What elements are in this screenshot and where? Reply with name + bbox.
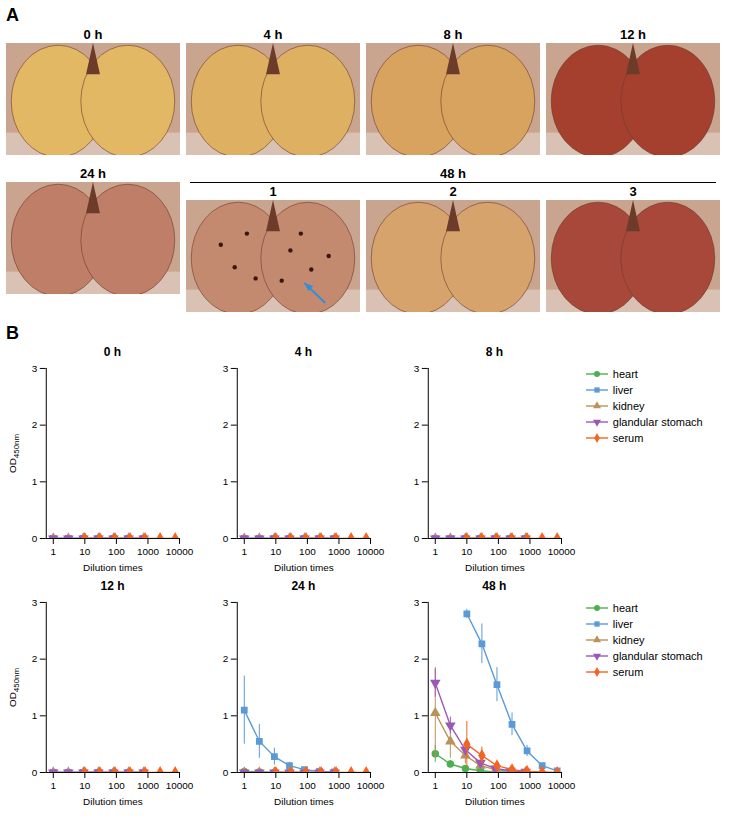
svg-text:3: 3 [223, 363, 229, 374]
svg-text:1: 1 [241, 779, 247, 790]
html-text:glandular stomach: glandular stomach [612, 649, 703, 662]
svg-text:3: 3 [414, 363, 420, 374]
html-text:8 h: 8 h [485, 345, 503, 359]
svg-text:3: 3 [32, 363, 38, 374]
html-text:liver: liver [612, 384, 633, 396]
svg-text:3: 3 [414, 596, 420, 607]
svg-text:2: 2 [32, 419, 38, 430]
svg-text:2: 2 [223, 653, 229, 664]
svg-text:100: 100 [108, 546, 125, 557]
svg-text:2: 2 [414, 653, 420, 664]
svg-text:Dilution times: Dilution times [83, 796, 143, 807]
html-text:kidney: kidney [612, 400, 645, 412]
svg-text:1: 1 [432, 779, 438, 790]
svg-text:1000: 1000 [137, 546, 160, 557]
svg-text:100: 100 [490, 779, 507, 790]
html-text:heart: heart [612, 368, 638, 380]
html-text:heart: heart [612, 601, 638, 614]
svg-text:10: 10 [270, 779, 282, 790]
svg-text:3: 3 [223, 596, 229, 607]
svg-text:1: 1 [241, 546, 247, 557]
svg-text:3: 3 [32, 596, 38, 607]
html-text:serum: serum [612, 432, 644, 444]
svg-text:1: 1 [32, 476, 38, 487]
svg-text:Dilution times: Dilution times [465, 796, 525, 807]
svg-text:1: 1 [414, 710, 420, 721]
svg-text:10000: 10000 [166, 546, 194, 557]
html-text:glandular stomach: glandular stomach [612, 416, 703, 428]
svg-text:10000: 10000 [357, 779, 385, 790]
svg-text:10: 10 [461, 779, 473, 790]
html-text:48 h: 48 h [440, 166, 466, 181]
html-text:3: 3 [629, 184, 637, 199]
svg-text:10: 10 [461, 546, 473, 557]
svg-text:100: 100 [299, 779, 316, 790]
svg-text:OD450nm: OD450nm [7, 434, 21, 474]
svg-text:1000: 1000 [137, 779, 160, 790]
html-text:24 h: 24 h [291, 578, 316, 593]
svg-text:1000: 1000 [328, 779, 351, 790]
svg-text:1: 1 [32, 710, 38, 721]
html-text:4 h: 4 h [294, 345, 313, 359]
html-text:12 h: 12 h [620, 27, 646, 42]
html-text:2: 2 [449, 184, 457, 199]
svg-text:10000: 10000 [548, 546, 576, 557]
svg-text:1: 1 [414, 476, 420, 487]
svg-text:10000: 10000 [357, 546, 385, 557]
svg-text:1: 1 [432, 546, 438, 557]
svg-text:2: 2 [414, 419, 420, 430]
html-text:0 h: 0 h [83, 27, 103, 42]
html-text:4 h: 4 h [263, 27, 283, 42]
html-text:liver: liver [612, 617, 633, 630]
svg-text:1: 1 [223, 710, 229, 721]
svg-text:OD450nm: OD450nm [7, 667, 21, 707]
svg-text:10: 10 [270, 546, 282, 557]
html-text:8 h: 8 h [443, 27, 463, 42]
svg-text:100: 100 [299, 546, 316, 557]
html-text:serum: serum [612, 665, 644, 678]
svg-text:2: 2 [32, 653, 38, 664]
svg-text:2: 2 [223, 419, 229, 430]
html-text:A: A [6, 5, 19, 25]
svg-text:0: 0 [32, 533, 38, 544]
svg-text:Dilution times: Dilution times [83, 562, 143, 573]
svg-text:Dilution times: Dilution times [274, 796, 334, 807]
html-text:24 h: 24 h [80, 166, 106, 181]
svg-text:1000: 1000 [519, 546, 542, 557]
svg-text:1000: 1000 [519, 779, 542, 790]
html-text:B: B [6, 323, 19, 343]
svg-text:0: 0 [32, 766, 38, 777]
svg-text:100: 100 [490, 546, 507, 557]
html-text:12 h: 12 h [100, 578, 125, 593]
svg-text:0: 0 [223, 533, 229, 544]
svg-text:1: 1 [51, 546, 57, 557]
html-text:1: 1 [269, 184, 277, 199]
svg-text:1: 1 [223, 476, 229, 487]
svg-text:10: 10 [79, 546, 91, 557]
svg-text:10000: 10000 [548, 779, 576, 790]
svg-text:0: 0 [223, 766, 229, 777]
html-text:48 h: 48 h [482, 578, 507, 593]
svg-text:100: 100 [108, 779, 125, 790]
html-text:0 h: 0 h [103, 345, 122, 359]
svg-text:10: 10 [79, 779, 91, 790]
svg-text:0: 0 [414, 766, 420, 777]
svg-text:1000: 1000 [328, 546, 351, 557]
svg-text:0: 0 [414, 533, 420, 544]
html-text:kidney: kidney [612, 633, 645, 646]
svg-text:10000: 10000 [166, 779, 194, 790]
svg-text:1: 1 [51, 779, 57, 790]
svg-text:Dilution times: Dilution times [465, 562, 525, 573]
svg-text:Dilution times: Dilution times [274, 562, 334, 573]
